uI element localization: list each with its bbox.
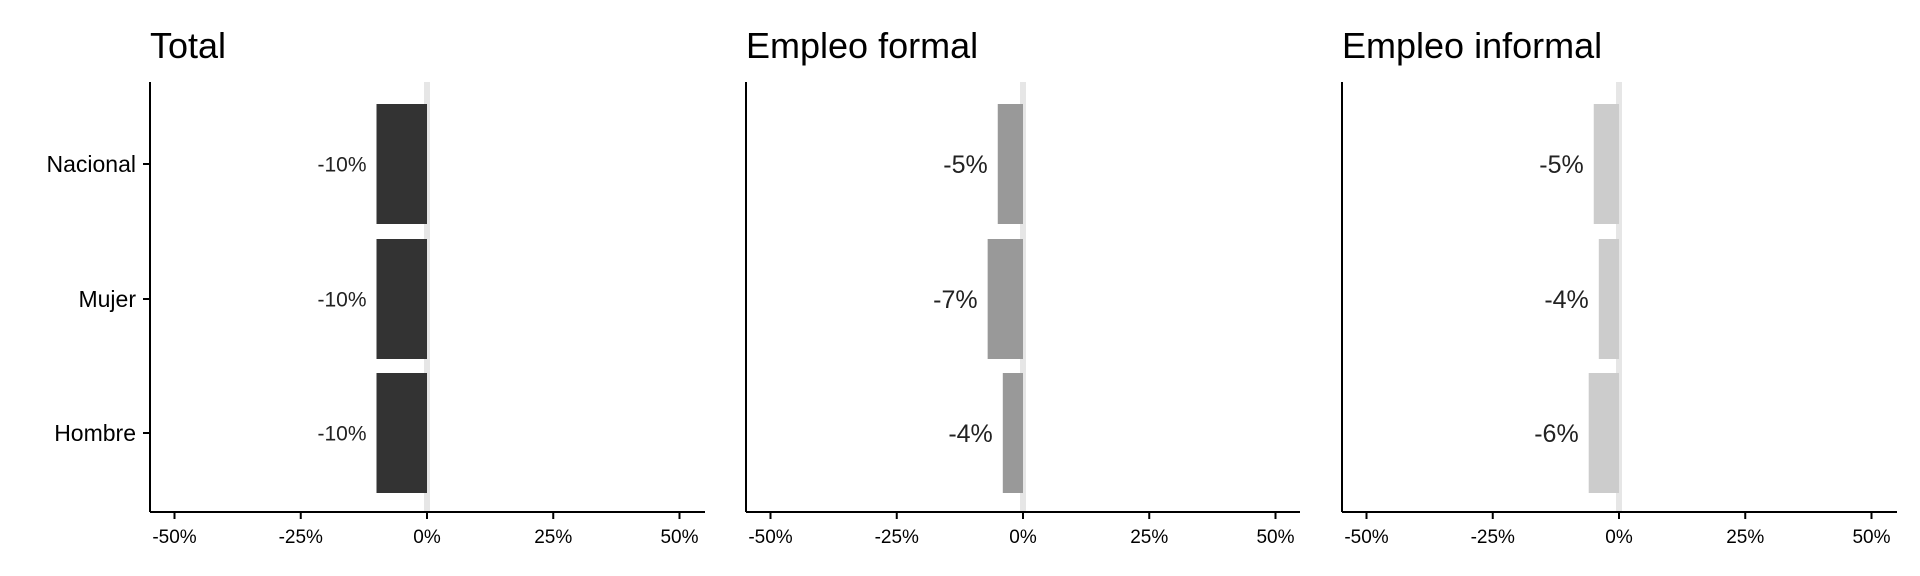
data-label: -10% (317, 154, 366, 177)
data-label: -7% (933, 286, 977, 314)
x-tick-label: -50% (748, 527, 792, 548)
data-label: -10% (317, 423, 366, 446)
data-label: -5% (1539, 151, 1583, 179)
panel-title: Empleo informal (1342, 25, 1602, 66)
x-tick-label: 0% (1009, 527, 1037, 548)
category-label: Nacional (47, 151, 137, 177)
data-label: -6% (1534, 420, 1578, 448)
x-tick-label: -50% (1344, 527, 1388, 548)
bar-mujer (376, 239, 427, 359)
bar-mujer (1598, 239, 1619, 359)
bar-hombre (1588, 373, 1619, 493)
panel-title: Total (150, 25, 226, 66)
category-label: Hombre (54, 420, 136, 446)
x-tick-label: 50% (660, 527, 698, 548)
panel-1: Total -10% -10% -10% Nacional Mujer Hombre -50%… (47, 25, 705, 548)
data-label: -4% (948, 420, 992, 448)
bar-mujer (987, 239, 1023, 359)
bar-nacional (1593, 104, 1619, 224)
bar-hombre (376, 373, 427, 493)
panel-title: Empleo formal (746, 25, 978, 66)
x-tick-label: 50% (1256, 527, 1294, 548)
category-label: Mujer (78, 286, 136, 312)
x-tick-label: 25% (1726, 527, 1764, 548)
x-tick-label: 0% (413, 527, 441, 548)
data-label: -10% (317, 289, 366, 312)
x-tick-label: 25% (1130, 527, 1168, 548)
bar-nacional (376, 104, 427, 224)
bar-nacional (997, 104, 1023, 224)
x-tick-label: -25% (279, 527, 323, 548)
bar-hombre (1002, 373, 1023, 493)
x-tick-label: 50% (1852, 527, 1890, 548)
x-tick-label: -25% (875, 527, 919, 548)
x-tick-label: 0% (1605, 527, 1633, 548)
panel-2: Empleo formal -5% -7% -4% -50% -25% 0% 25% 50% (745, 25, 1300, 548)
panel-3: Empleo informal -5% -4% -6% -50% -25% 0% 25% 50% (1341, 25, 1897, 548)
x-tick-label: -50% (152, 527, 196, 548)
data-label: -5% (943, 151, 987, 179)
x-tick-label: -25% (1471, 527, 1515, 548)
x-tick-label: 25% (534, 527, 572, 548)
data-label: -4% (1544, 286, 1588, 314)
